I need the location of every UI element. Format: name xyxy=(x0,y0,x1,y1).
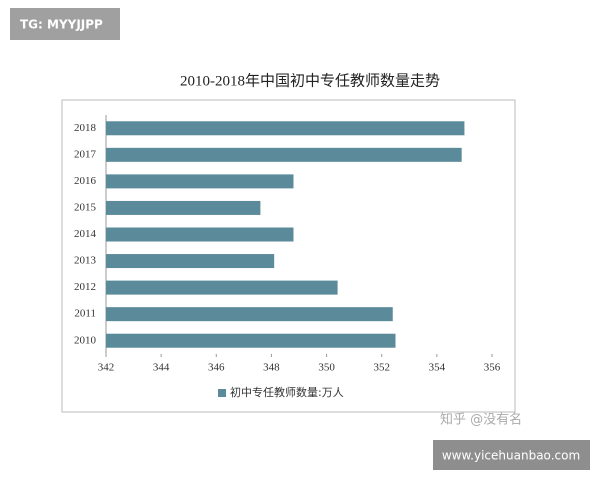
y-tick-label: 2012 xyxy=(74,281,96,293)
x-tick-label: 356 xyxy=(484,362,501,374)
x-tick-label: 342 xyxy=(98,362,115,374)
bar xyxy=(106,227,294,242)
bar xyxy=(106,280,338,295)
y-tick-label: 2013 xyxy=(74,255,97,267)
x-tick-label: 354 xyxy=(429,362,446,374)
bar xyxy=(106,174,294,189)
bar xyxy=(106,333,396,348)
y-tick-label: 2015 xyxy=(74,201,97,213)
bar xyxy=(106,121,465,136)
legend-swatch xyxy=(218,389,226,397)
site-box xyxy=(433,440,590,470)
credit: 知乎 @没有名 xyxy=(440,412,522,428)
bar xyxy=(106,147,462,162)
y-tick-label: 2017 xyxy=(74,148,97,160)
x-tick-label: 352 xyxy=(373,362,390,374)
y-tick-label: 2014 xyxy=(74,228,97,240)
bar xyxy=(106,307,393,322)
bar xyxy=(106,200,261,215)
y-tick-label: 2010 xyxy=(74,334,97,346)
y-tick-label: 2011 xyxy=(74,308,96,320)
chart-title: 2010-2018年中国初中专任教师数量走势 xyxy=(180,72,440,89)
tag-box xyxy=(10,8,120,40)
bar xyxy=(106,254,275,269)
x-tick-label: 346 xyxy=(208,362,225,374)
x-tick-label: 350 xyxy=(318,362,335,374)
x-tick-label: 344 xyxy=(153,362,170,374)
y-tick-label: 2016 xyxy=(74,175,97,187)
x-tick-label: 348 xyxy=(263,362,280,374)
legend-label: 初中专任教师数量:万人 xyxy=(230,385,344,399)
chart-frame xyxy=(61,99,516,413)
site-text: www.yicehuanbao.com xyxy=(442,449,580,463)
tag-text: TG: MYYJJPP xyxy=(20,18,103,32)
y-tick-label: 2018 xyxy=(74,122,97,134)
